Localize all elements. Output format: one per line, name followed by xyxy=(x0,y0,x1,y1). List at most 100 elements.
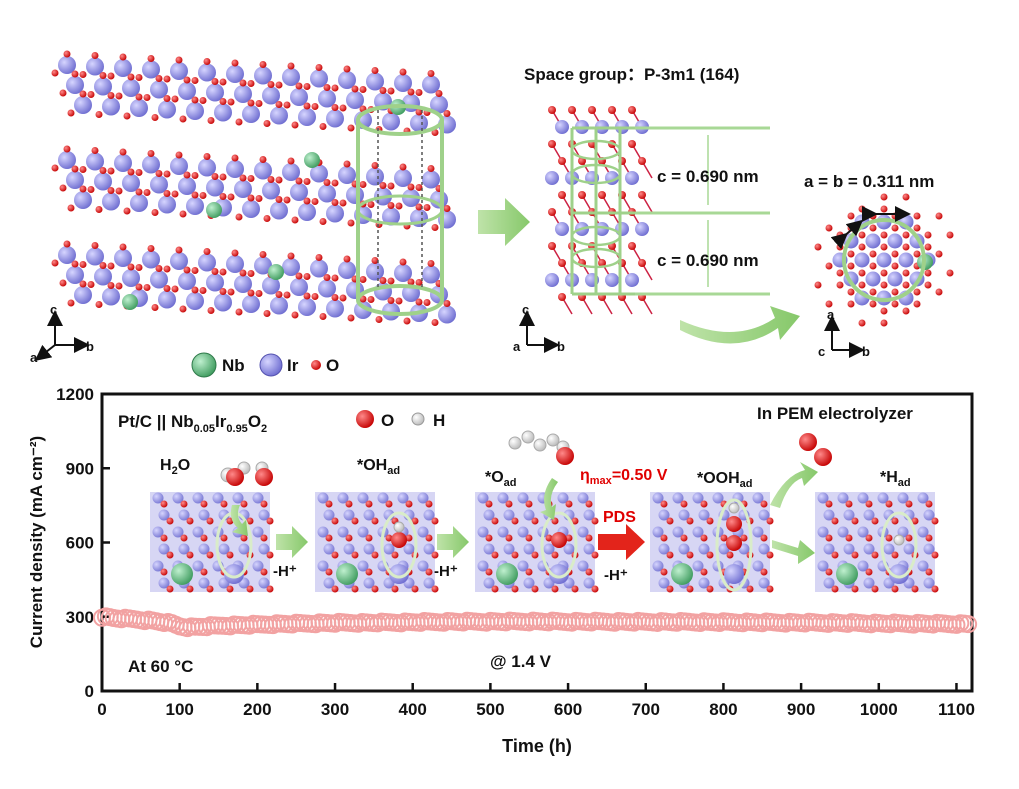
ir-atom xyxy=(403,543,415,555)
o-atom xyxy=(885,534,893,542)
axis-mid-c: c xyxy=(522,302,529,317)
nb-atom xyxy=(171,563,193,585)
nb-atom xyxy=(671,563,693,585)
o-atom xyxy=(558,157,566,165)
ir-atom xyxy=(865,233,881,249)
o-atom xyxy=(411,585,419,593)
o-atom xyxy=(865,568,873,576)
o-atom xyxy=(51,164,59,172)
ir-atom xyxy=(178,82,196,100)
ir-atom xyxy=(114,59,132,77)
o-atom xyxy=(171,95,179,103)
o-atom xyxy=(135,188,143,196)
ir-atom xyxy=(254,161,272,180)
o-atom xyxy=(548,140,556,148)
ir-atom xyxy=(517,560,529,572)
o-atom xyxy=(598,259,606,267)
ir-atom xyxy=(206,178,224,197)
ir-atom xyxy=(543,543,555,555)
o-atom xyxy=(295,272,303,280)
ir-site-atom xyxy=(224,564,244,584)
nb-atom xyxy=(122,294,138,310)
o-atom xyxy=(63,50,71,58)
step-arrow-pds xyxy=(598,524,645,560)
o-atom xyxy=(548,208,556,216)
o-atom xyxy=(119,53,127,61)
o-atom xyxy=(598,191,606,199)
o-atom xyxy=(365,500,373,508)
o-atom xyxy=(227,193,235,201)
o-atom xyxy=(571,585,579,593)
o-atom xyxy=(247,194,255,202)
o-atom xyxy=(558,293,566,301)
ir-site-atom xyxy=(724,564,744,584)
ir-atom xyxy=(158,577,170,589)
ir-atom xyxy=(843,509,855,521)
ir-atom xyxy=(170,62,188,80)
o-atom xyxy=(405,534,413,542)
ir-atom xyxy=(698,577,710,589)
ir-atom xyxy=(66,171,84,189)
o-atom xyxy=(399,258,407,266)
ir-atom xyxy=(876,252,892,268)
o-atom xyxy=(585,568,593,576)
o-atom xyxy=(345,534,353,542)
y-axis-ticks: 0 300 600 900 1200 xyxy=(56,385,110,701)
ir-atom xyxy=(692,492,704,504)
ir-atom xyxy=(122,174,140,192)
ir-atom xyxy=(678,543,690,555)
ir-atom xyxy=(555,222,569,236)
o-atom xyxy=(525,534,533,542)
ir-atom xyxy=(497,492,509,504)
ir-atom xyxy=(226,65,244,83)
o-atom xyxy=(387,297,395,304)
o-atom xyxy=(219,193,227,200)
ir-atom xyxy=(752,560,764,572)
o-atom xyxy=(240,534,248,542)
o-atom xyxy=(638,259,646,267)
o-atom xyxy=(179,115,187,123)
ir-atom xyxy=(254,256,272,275)
nb-atom xyxy=(304,152,320,168)
o-atom xyxy=(608,106,616,114)
ir-atom xyxy=(122,269,140,287)
o-atom xyxy=(331,294,339,301)
ir-atom xyxy=(158,290,176,309)
key-h-label: H xyxy=(433,411,445,430)
o-atom xyxy=(858,269,866,277)
o-atom xyxy=(191,286,199,294)
o-atom xyxy=(175,246,183,254)
o-atom xyxy=(371,67,379,74)
ir-site-atom xyxy=(389,564,409,584)
o-atom xyxy=(287,62,295,70)
ir-atom xyxy=(86,247,104,266)
ir-atom xyxy=(438,305,456,324)
unit-cell-side-view xyxy=(545,106,653,315)
x-tick-label: 900 xyxy=(787,700,815,719)
o-atom xyxy=(95,206,103,213)
o-atom xyxy=(115,282,123,290)
ab-length-label: a = b = 0.311 nm xyxy=(804,172,934,191)
y-tick-label: 0 xyxy=(85,682,94,701)
axis-right-c: c xyxy=(818,344,825,359)
o-atom xyxy=(946,231,954,239)
ir-atom xyxy=(178,543,190,555)
o-atom xyxy=(391,551,399,559)
ir-atom xyxy=(366,262,384,281)
ir-atom xyxy=(712,492,724,504)
o-atom xyxy=(880,319,888,327)
o-atom xyxy=(283,101,291,109)
catalyst-slab xyxy=(650,492,774,593)
o-atom xyxy=(263,120,271,127)
o-atom xyxy=(766,517,774,525)
cell-ring xyxy=(570,225,622,247)
axis-triad-left xyxy=(34,310,90,361)
o-atom xyxy=(913,250,921,258)
ir-atom xyxy=(142,60,160,79)
o-atom xyxy=(578,191,586,199)
o-atom xyxy=(163,285,171,292)
ir-atom xyxy=(282,68,300,86)
legend-ir-marker xyxy=(259,353,283,377)
o-atom xyxy=(319,218,327,225)
o-atom xyxy=(379,87,387,94)
